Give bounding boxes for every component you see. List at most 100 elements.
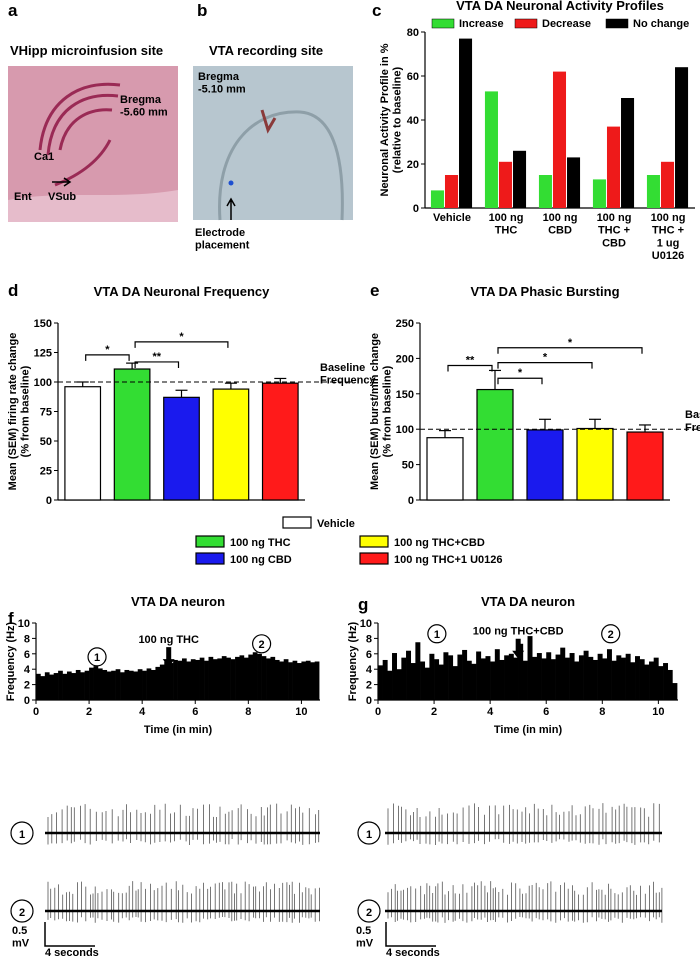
trace-label: 1 bbox=[19, 829, 25, 841]
trace-label: 1 bbox=[366, 829, 372, 841]
histogram-bar bbox=[204, 660, 209, 700]
y-tick-label: 125 bbox=[34, 348, 52, 360]
histogram-bar bbox=[199, 657, 205, 700]
histogram-bar bbox=[602, 658, 608, 700]
annotation-circle bbox=[427, 624, 447, 644]
bar bbox=[646, 175, 660, 208]
histogram-bar bbox=[392, 653, 398, 700]
y-tick-label: 100 bbox=[396, 424, 414, 436]
text-line: THC bbox=[495, 225, 518, 237]
significance-label: ** bbox=[466, 354, 475, 366]
x-tick-label: 100 ng THC + CBD bbox=[597, 212, 632, 249]
histogram-bar bbox=[168, 663, 174, 700]
histogram-bar bbox=[44, 672, 50, 700]
histogram-bar bbox=[274, 659, 280, 700]
bar bbox=[626, 431, 664, 501]
significance-bracket bbox=[497, 347, 643, 354]
histogram-bar bbox=[415, 642, 421, 700]
histogram-bar bbox=[292, 660, 298, 700]
histogram-bar bbox=[314, 661, 320, 700]
annotation-arrow bbox=[162, 647, 175, 668]
histogram-bar bbox=[532, 656, 538, 700]
histogram-bar bbox=[541, 658, 547, 700]
legend-swatch bbox=[195, 535, 225, 548]
histogram-bar bbox=[396, 669, 402, 700]
bar bbox=[476, 388, 514, 501]
significance-label: * bbox=[179, 331, 184, 343]
y-tick-label: 10 bbox=[360, 618, 372, 630]
histogram-bar bbox=[243, 657, 249, 700]
x-tick-label: 2 bbox=[86, 706, 92, 718]
text-line: Baseline bbox=[685, 409, 700, 421]
histogram-bar bbox=[102, 669, 108, 700]
text-line: 100 ng bbox=[597, 212, 632, 224]
histogram-bar bbox=[476, 651, 482, 700]
histogram-bar bbox=[133, 671, 139, 700]
histogram-bar bbox=[288, 662, 293, 700]
histogram-bar bbox=[546, 652, 552, 700]
histogram-bar bbox=[490, 661, 496, 700]
y-tick-label: 200 bbox=[396, 353, 414, 365]
histogram-bar bbox=[97, 668, 103, 700]
histogram-bar bbox=[663, 663, 669, 700]
histogram-bar bbox=[266, 658, 271, 700]
histogram-bar bbox=[621, 657, 626, 700]
histogram-bar bbox=[159, 664, 165, 700]
x-axis-label: Time (in min) bbox=[494, 724, 563, 736]
histogram-bar bbox=[564, 657, 570, 700]
x-tick-label: 100 ng THC +1 ug U0126 bbox=[651, 212, 686, 262]
histogram-bar bbox=[128, 670, 134, 700]
histogram-bar bbox=[49, 674, 55, 700]
electrode-mark bbox=[228, 180, 234, 186]
histogram-bar bbox=[616, 655, 622, 700]
histogram-bar bbox=[248, 654, 254, 700]
image-label: Electrode placement bbox=[195, 227, 250, 252]
panel-label: f bbox=[8, 609, 14, 628]
trace-label: 2 bbox=[366, 907, 372, 919]
x-tick-label: 2 bbox=[431, 706, 437, 718]
chart-title: VTA DA neuron bbox=[481, 594, 575, 609]
histogram-bar bbox=[146, 668, 152, 700]
y-tick-label: 2 bbox=[24, 680, 30, 692]
text-line: Neuronal Activity Profile in % bbox=[379, 43, 391, 196]
histogram-bar bbox=[301, 661, 307, 700]
panel-label: d bbox=[8, 281, 18, 300]
histogram-bar bbox=[217, 658, 223, 700]
bar bbox=[484, 91, 498, 208]
spike-trace bbox=[47, 803, 320, 845]
legend-label: No change bbox=[633, 18, 689, 30]
legend-label: Increase bbox=[459, 18, 504, 30]
y-tick-label: 40 bbox=[407, 115, 419, 127]
histogram-bar bbox=[583, 650, 589, 700]
bar bbox=[113, 368, 151, 501]
x-axis-label: Time (in min) bbox=[144, 724, 213, 736]
y-axis-label: Mean (SEM) firing rate change(% from bas… bbox=[7, 333, 32, 491]
chart-title: VTA DA Phasic Bursting bbox=[470, 284, 619, 299]
panel-label: e bbox=[370, 281, 379, 300]
histogram-bar bbox=[239, 655, 245, 700]
text-line: Mean (SEM) burst/min change bbox=[369, 333, 381, 490]
bar bbox=[444, 175, 459, 208]
bar bbox=[430, 190, 444, 208]
histogram-bar bbox=[190, 659, 196, 700]
histogram-bar bbox=[406, 650, 412, 700]
y-axis-label: Neuronal Activity Profile in %(relative … bbox=[379, 43, 404, 196]
y-tick-label: 150 bbox=[396, 389, 414, 401]
spike-trace bbox=[387, 803, 660, 845]
y-tick-label: 60 bbox=[407, 71, 419, 83]
histogram-bar bbox=[630, 662, 636, 700]
histogram-bar bbox=[387, 670, 393, 700]
histogram-bar bbox=[522, 660, 528, 700]
text-line: -5.60 mm bbox=[120, 107, 168, 119]
annotation-circle bbox=[601, 624, 621, 644]
histogram-bar bbox=[597, 653, 603, 700]
bar bbox=[621, 98, 635, 208]
legend-label: 100 ng THC+CBD bbox=[394, 537, 485, 549]
text-line: 0.5 bbox=[356, 925, 371, 937]
y-tick-label: 2 bbox=[366, 680, 372, 692]
histogram-bar bbox=[151, 669, 156, 700]
y-tick-label: 80 bbox=[407, 27, 419, 39]
text-line: 100 ng bbox=[651, 212, 686, 224]
